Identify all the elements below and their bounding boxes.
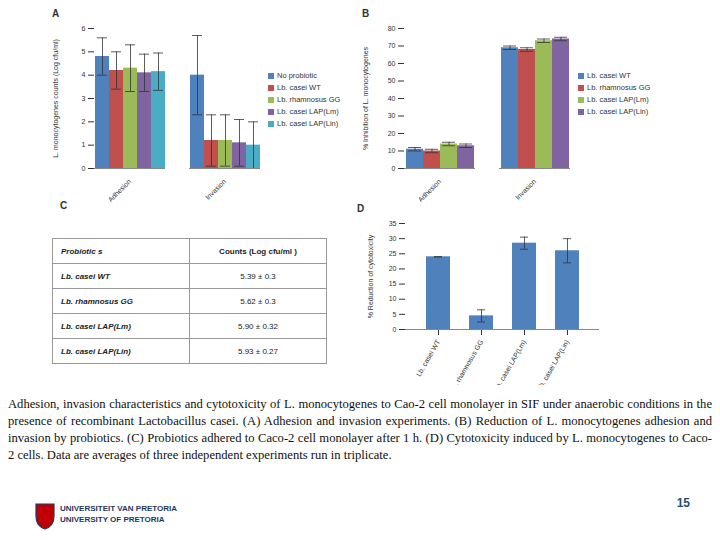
svg-text:% Reduction of cytotoxicity: % Reduction of cytotoxicity bbox=[367, 234, 375, 318]
html-text:5.93 ± 0.27: 5.93 ± 0.27 bbox=[238, 346, 278, 356]
svg-text:Adhesion: Adhesion bbox=[417, 178, 443, 202]
svg-text:30: 30 bbox=[388, 112, 396, 119]
html-text:No probiotic: No probiotic bbox=[277, 71, 317, 80]
html-text:15: 15 bbox=[676, 496, 690, 510]
html-text:Lb. casei LAP(Lin): Lb. casei LAP(Lin) bbox=[61, 346, 131, 356]
html-text:D: D bbox=[357, 203, 365, 214]
svg-text:35: 35 bbox=[389, 220, 397, 227]
html-text:5.62 ± 0.3: 5.62 ± 0.3 bbox=[240, 296, 276, 306]
svg-text:Lb. casei LAP(Lm): Lb. casei LAP(Lm) bbox=[492, 339, 528, 385]
svg-text:% Inhibition of L. monocytogen: % Inhibition of L. monocytogenes bbox=[362, 46, 370, 150]
html-text:Probiotic s: Probiotic s bbox=[61, 246, 103, 256]
svg-text:2: 2 bbox=[82, 118, 86, 125]
html-text:Lb. casei LAP(Lm): Lb. casei LAP(Lm) bbox=[587, 95, 649, 104]
svg-text:0: 0 bbox=[82, 165, 86, 172]
html-text:Lb. casei LAP(Lm): Lb. casei LAP(Lm) bbox=[277, 107, 339, 116]
html-text:UNIVERSITY OF PRETORIA: UNIVERSITY OF PRETORIA bbox=[60, 515, 165, 524]
svg-text:5: 5 bbox=[393, 311, 397, 318]
svg-text:5: 5 bbox=[82, 48, 86, 55]
svg-text:20: 20 bbox=[388, 130, 396, 137]
html-text:Lb. casei LAP(Lm): Lb. casei LAP(Lm) bbox=[61, 321, 131, 331]
svg-text:0: 0 bbox=[392, 165, 396, 172]
svg-text:Invasion: Invasion bbox=[514, 178, 537, 201]
svg-text:10: 10 bbox=[389, 295, 397, 302]
svg-text:Invasion: Invasion bbox=[204, 178, 227, 201]
svg-text:80: 80 bbox=[388, 25, 396, 32]
svg-text:60: 60 bbox=[388, 60, 396, 67]
svg-text:4: 4 bbox=[82, 71, 86, 78]
svg-text:15: 15 bbox=[389, 280, 397, 287]
svg-text:40: 40 bbox=[388, 95, 396, 102]
svg-text:70: 70 bbox=[388, 42, 396, 49]
html-text:UNIVERSITEIT VAN PRETORIA: UNIVERSITEIT VAN PRETORIA bbox=[60, 504, 178, 513]
svg-text:3: 3 bbox=[82, 95, 86, 102]
html-text:5.90 ± 0.32: 5.90 ± 0.32 bbox=[238, 321, 278, 331]
html-text:B: B bbox=[362, 8, 370, 19]
svg-text:10: 10 bbox=[388, 147, 396, 154]
svg-text:Adhesion: Adhesion bbox=[107, 178, 133, 202]
svg-text:Lb. casei LAP(Lin): Lb. casei LAP(Lin) bbox=[536, 339, 572, 385]
html-text:Lb. casei WT: Lb. casei WT bbox=[587, 71, 631, 80]
svg-text:0: 0 bbox=[393, 326, 397, 333]
svg-text:L. monocytogenes counts (Log c: L. monocytogenes counts (Log cfu/ml) bbox=[52, 39, 60, 158]
svg-text:30: 30 bbox=[389, 235, 397, 242]
html-text:C: C bbox=[60, 200, 68, 211]
html-text:Lb. casei WT: Lb. casei WT bbox=[61, 271, 110, 281]
html-text:Lb. rhamnosus GG: Lb. rhamnosus GG bbox=[277, 95, 341, 104]
svg-text:50: 50 bbox=[388, 77, 396, 84]
html-text:5.39 ± 0.3: 5.39 ± 0.3 bbox=[240, 271, 276, 281]
html-text:A: A bbox=[52, 8, 60, 19]
svg-text:1: 1 bbox=[82, 141, 86, 148]
svg-text:6: 6 bbox=[82, 25, 86, 32]
html-text:Lb. casei WT: Lb. casei WT bbox=[277, 83, 321, 92]
svg-text:Lb. rhamnosus GG: Lb. rhamnosus GG bbox=[449, 339, 485, 385]
html-text:Lb. rhamnosus GG: Lb. rhamnosus GG bbox=[587, 83, 651, 92]
svg-text:Lb. casei WT: Lb. casei WT bbox=[415, 338, 442, 377]
svg-text:20: 20 bbox=[389, 265, 397, 272]
html-text:Counts (Log cfu/ml ): Counts (Log cfu/ml ) bbox=[219, 246, 297, 256]
svg-text:25: 25 bbox=[389, 250, 397, 257]
html-text:Adhesion, invasion characteris: Adhesion, invasion characteristics and c… bbox=[8, 397, 712, 462]
html-text:Lb. rhamnosus GG: Lb. rhamnosus GG bbox=[61, 296, 133, 306]
html-text:Lb. casei LAP(Lin): Lb. casei LAP(Lin) bbox=[277, 119, 339, 128]
html-text:Lb. casei LAP(Lin): Lb. casei LAP(Lin) bbox=[587, 107, 649, 116]
